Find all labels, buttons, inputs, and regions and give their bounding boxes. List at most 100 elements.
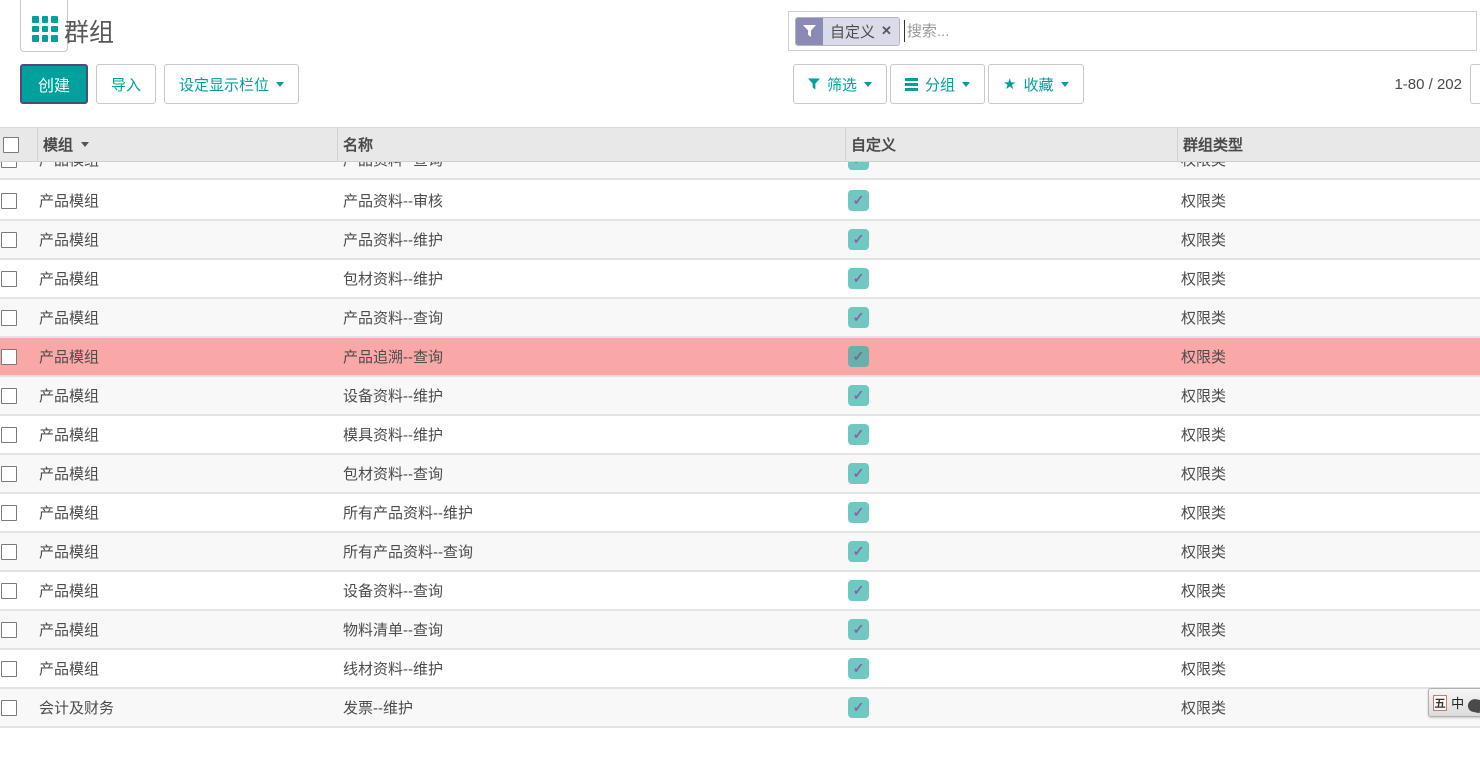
cell-module: 产品模组 — [39, 622, 100, 639]
search-facet[interactable]: 自定义 ✕ — [795, 16, 900, 46]
table-row[interactable]: 产品模组 包材资料--维护 ✓ 权限类 — [0, 260, 1480, 299]
cell-group-type: 权限类 — [1181, 661, 1227, 678]
table-row-wrap: 产品模组 产品追溯--查询 ✓ 权限类 — [0, 338, 1480, 377]
cell-group-type: 权限类 — [1181, 310, 1227, 327]
table-row[interactable]: 产品模组 所有产品资料--查询 ✓ 权限类 — [0, 533, 1480, 572]
sort-desc-icon — [81, 142, 90, 147]
cell-name: 设备资料--维护 — [343, 388, 443, 405]
ime-tool-icon[interactable] — [1466, 697, 1480, 714]
cell-module: 产品模组 — [39, 388, 100, 405]
table-row[interactable]: 产品模组 产品资料--审核 ✓ 权限类 — [0, 182, 1480, 221]
star-icon: ★ — [1003, 75, 1017, 93]
cell-group-type: 权限类 — [1181, 700, 1227, 717]
row-checkbox[interactable] — [1, 270, 17, 287]
table-row[interactable]: 产品模组 产品资料--维护 ✓ 权限类 — [0, 221, 1480, 260]
custom-checked-icon: ✓ — [848, 268, 869, 289]
cell-name: 产品追溯--查询 — [343, 349, 443, 366]
ime-status-widget[interactable]: 五 中 — [1428, 688, 1480, 717]
custom-checked-icon: ✓ — [848, 658, 869, 679]
table-row[interactable]: 产品模组 产品资料--查询 ✓ 权限类 — [0, 299, 1480, 338]
row-checkbox[interactable] — [1, 699, 17, 716]
row-checkbox[interactable] — [1, 192, 17, 209]
row-checkbox[interactable] — [1, 426, 17, 443]
table-row[interactable]: 产品模组 包材资料--查询 ✓ 权限类 — [0, 455, 1480, 494]
cell-module: 产品模组 — [39, 349, 100, 366]
table-row-wrap: 产品模组 产品资料--查询 ✓ 权限类 — [0, 299, 1480, 338]
select-all-checkbox[interactable] — [3, 136, 19, 153]
cell-module: 产品模组 — [37, 162, 337, 178]
table-row[interactable]: 产品模组 所有产品资料--维护 ✓ 权限类 — [0, 494, 1480, 533]
cell-name: 产品资料--查询 — [337, 162, 845, 178]
filter-funnel-icon — [796, 17, 823, 45]
custom-checked-icon: ✓ — [848, 502, 869, 523]
select-all-checkbox-cell[interactable] — [0, 128, 37, 161]
apps-menu-button[interactable] — [20, 0, 68, 52]
cell-module: 产品模组 — [39, 193, 100, 210]
pager-prev-button[interactable] — [1470, 64, 1480, 104]
table-row[interactable]: 产品模组 线材资料--维护 ✓ 权限类 — [0, 650, 1480, 689]
search-facet-label: 自定义 — [830, 23, 876, 41]
groupby-label: 分组 — [925, 76, 956, 94]
row-checkbox[interactable] — [1, 231, 17, 248]
facet-close-icon[interactable]: ✕ — [881, 23, 892, 38]
cell-name: 设备资料--查询 — [343, 583, 443, 600]
row-checkbox[interactable] — [1, 309, 17, 326]
cell-name: 模具资料--维护 — [343, 427, 443, 444]
row-checkbox[interactable] — [1, 387, 17, 404]
row-checkbox[interactable] — [1, 465, 17, 482]
table-row-wrap: 产品模组 线材资料--维护 ✓ 权限类 — [0, 650, 1480, 689]
table-row[interactable]: 会计及财务 发票--维护 ✓ 权限类 — [0, 689, 1480, 728]
custom-checked-icon: ✓ — [848, 619, 869, 640]
cell-group-type: 权限类 — [1181, 232, 1227, 249]
apps-grid-icon — [32, 16, 58, 42]
table-row-wrap: 产品模组 设备资料--查询 ✓ 权限类 — [0, 572, 1480, 611]
cell-module: 产品模组 — [39, 466, 100, 483]
import-button[interactable]: 导入 — [96, 64, 157, 104]
column-header-name[interactable]: 名称 — [337, 128, 845, 161]
row-checkbox[interactable] — [1, 582, 17, 599]
table-row-wrap: 产品模组 产品资料--维护 ✓ 权限类 — [0, 221, 1480, 260]
column-header-module[interactable]: 模组 — [37, 128, 337, 161]
filter-dropdown-button[interactable]: 筛选 — [793, 64, 888, 104]
control-panel: 群组 自定义 ✕ 创建 导入 设定显示栏位 — [0, 0, 1480, 127]
cell-group-type: 权限类 — [1181, 193, 1227, 210]
table-row[interactable]: 产品模组 产品资料--查询 ✓ 权限类 — [0, 162, 1480, 180]
table-row[interactable]: 产品模组 设备资料--维护 ✓ 权限类 — [0, 377, 1480, 416]
cell-group-type: 权限类 — [1177, 162, 1480, 178]
table-row[interactable]: 产品模组 模具资料--维护 ✓ 权限类 — [0, 416, 1480, 455]
ime-mode-indicator[interactable]: 中 — [1451, 696, 1465, 711]
search-input[interactable] — [904, 22, 1470, 40]
search-bar[interactable]: 自定义 ✕ — [788, 11, 1477, 51]
cell-module: 会计及财务 — [39, 700, 115, 717]
column-header-custom[interactable]: 自定义 — [845, 128, 1177, 161]
page-title: 群组 — [64, 19, 115, 47]
row-checkbox[interactable] — [1, 504, 17, 521]
table-row[interactable]: 产品模组 产品追溯--查询 ✓ 权限类 — [0, 338, 1480, 377]
table-row-wrap: 产品模组 所有产品资料--维护 ✓ 权限类 — [0, 494, 1480, 533]
row-checkbox[interactable] — [1, 660, 17, 677]
columns-dropdown-button[interactable]: 设定显示栏位 — [164, 64, 300, 104]
table-row-wrap: 产品模组 产品资料--审核 ✓ 权限类 — [0, 182, 1480, 221]
row-checkbox[interactable] — [1, 543, 17, 560]
cell-group-type: 权限类 — [1181, 466, 1227, 483]
row-checkbox[interactable] — [1, 162, 17, 168]
table-row[interactable]: 产品模组 物料清单--查询 ✓ 权限类 — [0, 611, 1480, 650]
cell-module: 产品模组 — [39, 232, 100, 249]
cell-group-type: 权限类 — [1181, 583, 1227, 600]
table-row[interactable]: 产品模组 设备资料--查询 ✓ 权限类 — [0, 572, 1480, 611]
favorites-dropdown-button[interactable]: ★ 收藏 — [988, 64, 1084, 104]
cell-module: 产品模组 — [39, 583, 100, 600]
table-body: 产品模组 产品资料--查询 ✓ 权限类 产品模组 产品资料--审核 ✓ 权限类 … — [0, 162, 1480, 728]
cell-name: 产品资料--审核 — [343, 193, 443, 210]
create-button[interactable]: 创建 — [20, 64, 89, 104]
column-header-group-type[interactable]: 群组类型 — [1177, 128, 1480, 161]
cell-name: 包材资料--查询 — [343, 466, 443, 483]
ime-wubi-icon[interactable]: 五 — [1433, 694, 1448, 711]
cell-name: 发票--维护 — [343, 700, 413, 717]
pager-counter: 1-80 / 202 — [1394, 75, 1462, 93]
chevron-down-icon — [864, 81, 873, 87]
table-row-wrap: 产品模组 产品资料--查询 ✓ 权限类 — [0, 162, 1480, 182]
row-checkbox[interactable] — [1, 348, 17, 365]
row-checkbox[interactable] — [1, 621, 17, 638]
groupby-dropdown-button[interactable]: 分组 — [890, 64, 986, 104]
